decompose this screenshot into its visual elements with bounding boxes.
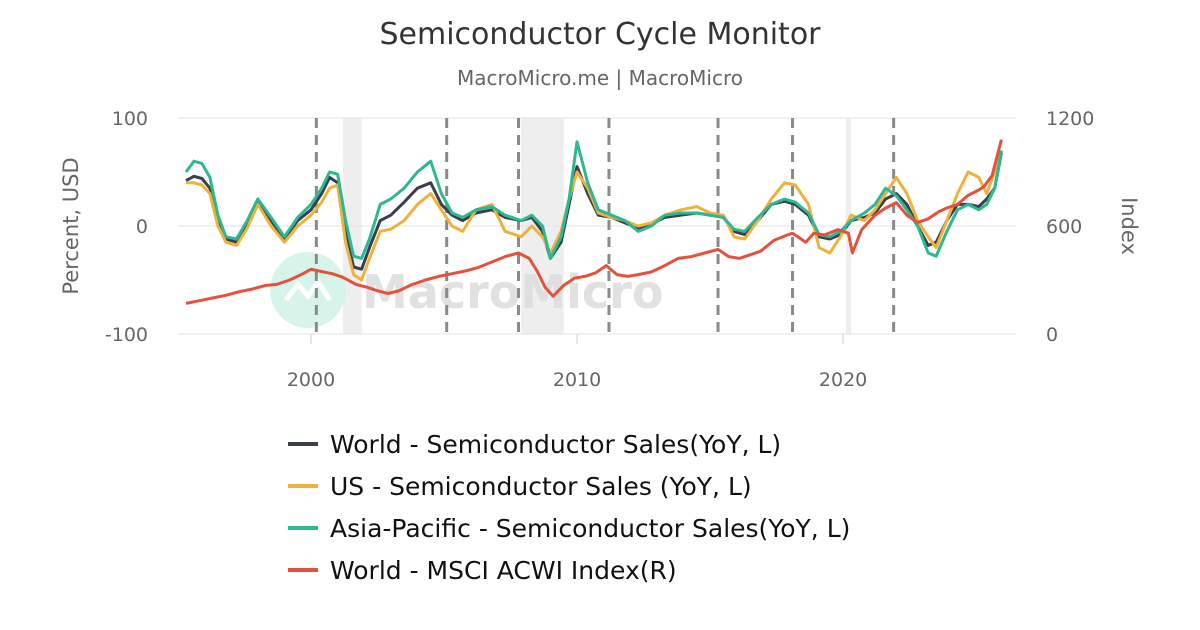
left-tick-label: 100 [112, 108, 148, 130]
cycle-markers [314, 118, 896, 334]
watermark-text: MacroMicro [362, 265, 663, 319]
series-line [185, 139, 1003, 305]
left-axis-title: Percent, USD [59, 157, 83, 294]
left-axis-ticks: 100 0 -100 [105, 108, 148, 346]
right-tick-label: 1200 [1046, 108, 1094, 130]
legend-label: US - Semiconductor Sales (YoY, L) [330, 472, 752, 501]
right-tick-label: 600 [1046, 216, 1082, 238]
watermark: MacroMicro [270, 252, 663, 328]
legend-label: Asia-Pacific - Semiconductor Sales(YoY, … [330, 514, 850, 543]
watermark-logo-mark [284, 277, 333, 302]
chart-subtitle: MacroMicro.me | MacroMicro [457, 66, 743, 90]
right-axis-title: Index [1117, 197, 1141, 255]
series-line [185, 152, 1003, 271]
x-axis-ticks: 2000 2010 2020 [287, 334, 867, 391]
legend-label: World - Semiconductor Sales(YoY, L) [330, 430, 781, 459]
right-axis-ticks: 1200 600 0 [1046, 108, 1094, 346]
x-tick-label: 2000 [287, 369, 335, 391]
series-line [186, 149, 1003, 282]
watermark-logo [270, 252, 346, 328]
series-line [184, 140, 1003, 260]
left-tick-label: -100 [105, 324, 148, 346]
left-tick-label: 0 [136, 216, 148, 238]
right-tick-label: 0 [1046, 324, 1058, 346]
chart-title: Semiconductor Cycle Monitor [379, 17, 821, 52]
legend: World - Semiconductor Sales(YoY, L) US - … [288, 430, 850, 585]
x-tick-label: 2020 [819, 369, 867, 391]
legend-label: World - MSCI ACWI Index(R) [330, 556, 677, 585]
series-lines [184, 139, 1003, 305]
x-tick-label: 2010 [553, 369, 601, 391]
